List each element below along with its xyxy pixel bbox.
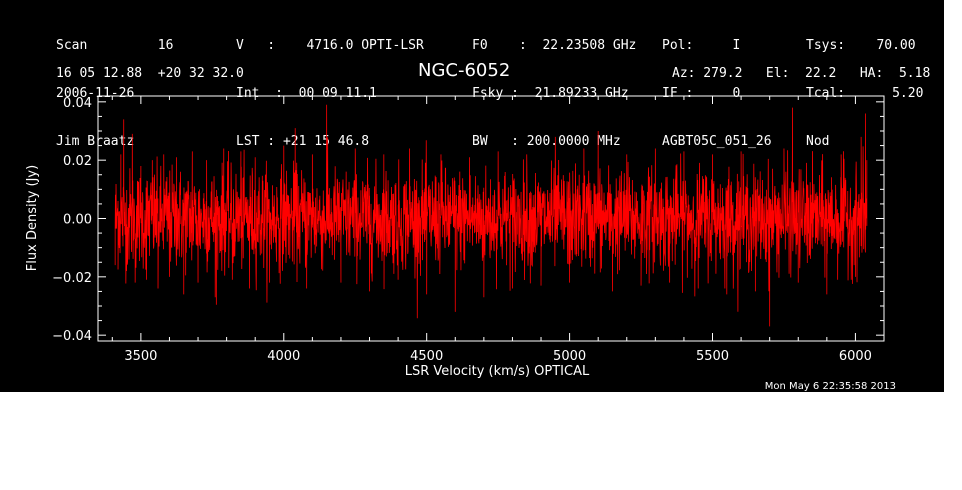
timestamp: Mon May 6 22:35:58 2013 bbox=[765, 381, 896, 392]
tsys-info: Tsys: 70.00 Tcal: 5.20 Nod bbox=[806, 6, 923, 182]
y-tick-label: −0.02 bbox=[52, 271, 92, 286]
velocity-info: V : 4716.0 OPTI-LSR Int : 00 09 11.1 LST… bbox=[236, 6, 424, 182]
rest-frequency: F0 : 22.23508 GHz bbox=[472, 38, 637, 53]
pol-info: Pol: I IF : 0 AGBT05C_051_26 bbox=[662, 6, 772, 182]
spectrum-chart: 3500 4000 4500 5000 5500 6000 −0.04 −0.02 0.00 0.… bbox=[25, 95, 896, 392]
bandwidth: BW : 200.0000 MHz bbox=[472, 134, 621, 149]
spectrum-layer bbox=[114, 104, 868, 327]
x-tick-label: 6000 bbox=[839, 349, 872, 364]
y-tick-label: 0.02 bbox=[63, 154, 92, 169]
scan-info: Scan 16 2006-11-26 Jim Braatz bbox=[56, 6, 173, 182]
source-name: NGC-6052 bbox=[418, 60, 511, 81]
spectrum-series-line bbox=[114, 104, 868, 327]
y-tick-label: 0.04 bbox=[63, 96, 92, 111]
tick-layer: 3500 4000 4500 5000 5500 6000 −0.04 −0.02 0.00 0.… bbox=[52, 96, 885, 364]
switching-mode: Nod bbox=[806, 134, 830, 149]
x-axis-label: LSR Velocity (km/s) OPTICAL bbox=[405, 364, 590, 379]
x-tick-label: 5500 bbox=[696, 349, 729, 364]
source-coordinates: 16 05 12.88 +20 32 32.0 bbox=[56, 66, 244, 81]
integration-time: Int : 00 09 11.1 bbox=[236, 86, 377, 101]
y-tick-label: −0.04 bbox=[52, 329, 92, 344]
sky-frequency: Fsky : 21.89233 GHz bbox=[472, 86, 629, 101]
lst-value: LST : +21 15 46.8 bbox=[236, 134, 370, 149]
polarization: Pol: I bbox=[662, 38, 741, 53]
scan-date: 2006-11-26 bbox=[56, 86, 135, 101]
if-number: IF : 0 bbox=[662, 86, 741, 101]
tsys-value: Tsys: 70.00 bbox=[806, 38, 916, 53]
x-tick-label: 4500 bbox=[410, 349, 443, 364]
project-id: AGBT05C_051_26 bbox=[662, 134, 772, 149]
x-tick-label: 4000 bbox=[267, 349, 300, 364]
x-tick-label: 5000 bbox=[553, 349, 586, 364]
x-tick-label: 3500 bbox=[124, 349, 157, 364]
y-tick-label: 0.00 bbox=[63, 213, 92, 228]
az-el-ha: Az: 279.2 El: 22.2 HA: 5.18 bbox=[672, 66, 931, 81]
velocity-value: V : 4716.0 OPTI-LSR bbox=[236, 38, 424, 53]
tcal-value: Tcal: 5.20 bbox=[806, 86, 924, 101]
frequency-info: F0 : 22.23508 GHz Fsky : 21.89233 GHz BW… bbox=[472, 6, 636, 182]
y-axis-label: Flux Density (Jy) bbox=[25, 165, 40, 271]
plot-window: Scan 16 2006-11-26 Jim Braatz V : 4716.0… bbox=[0, 0, 944, 392]
scan-number: Scan 16 bbox=[56, 38, 174, 53]
